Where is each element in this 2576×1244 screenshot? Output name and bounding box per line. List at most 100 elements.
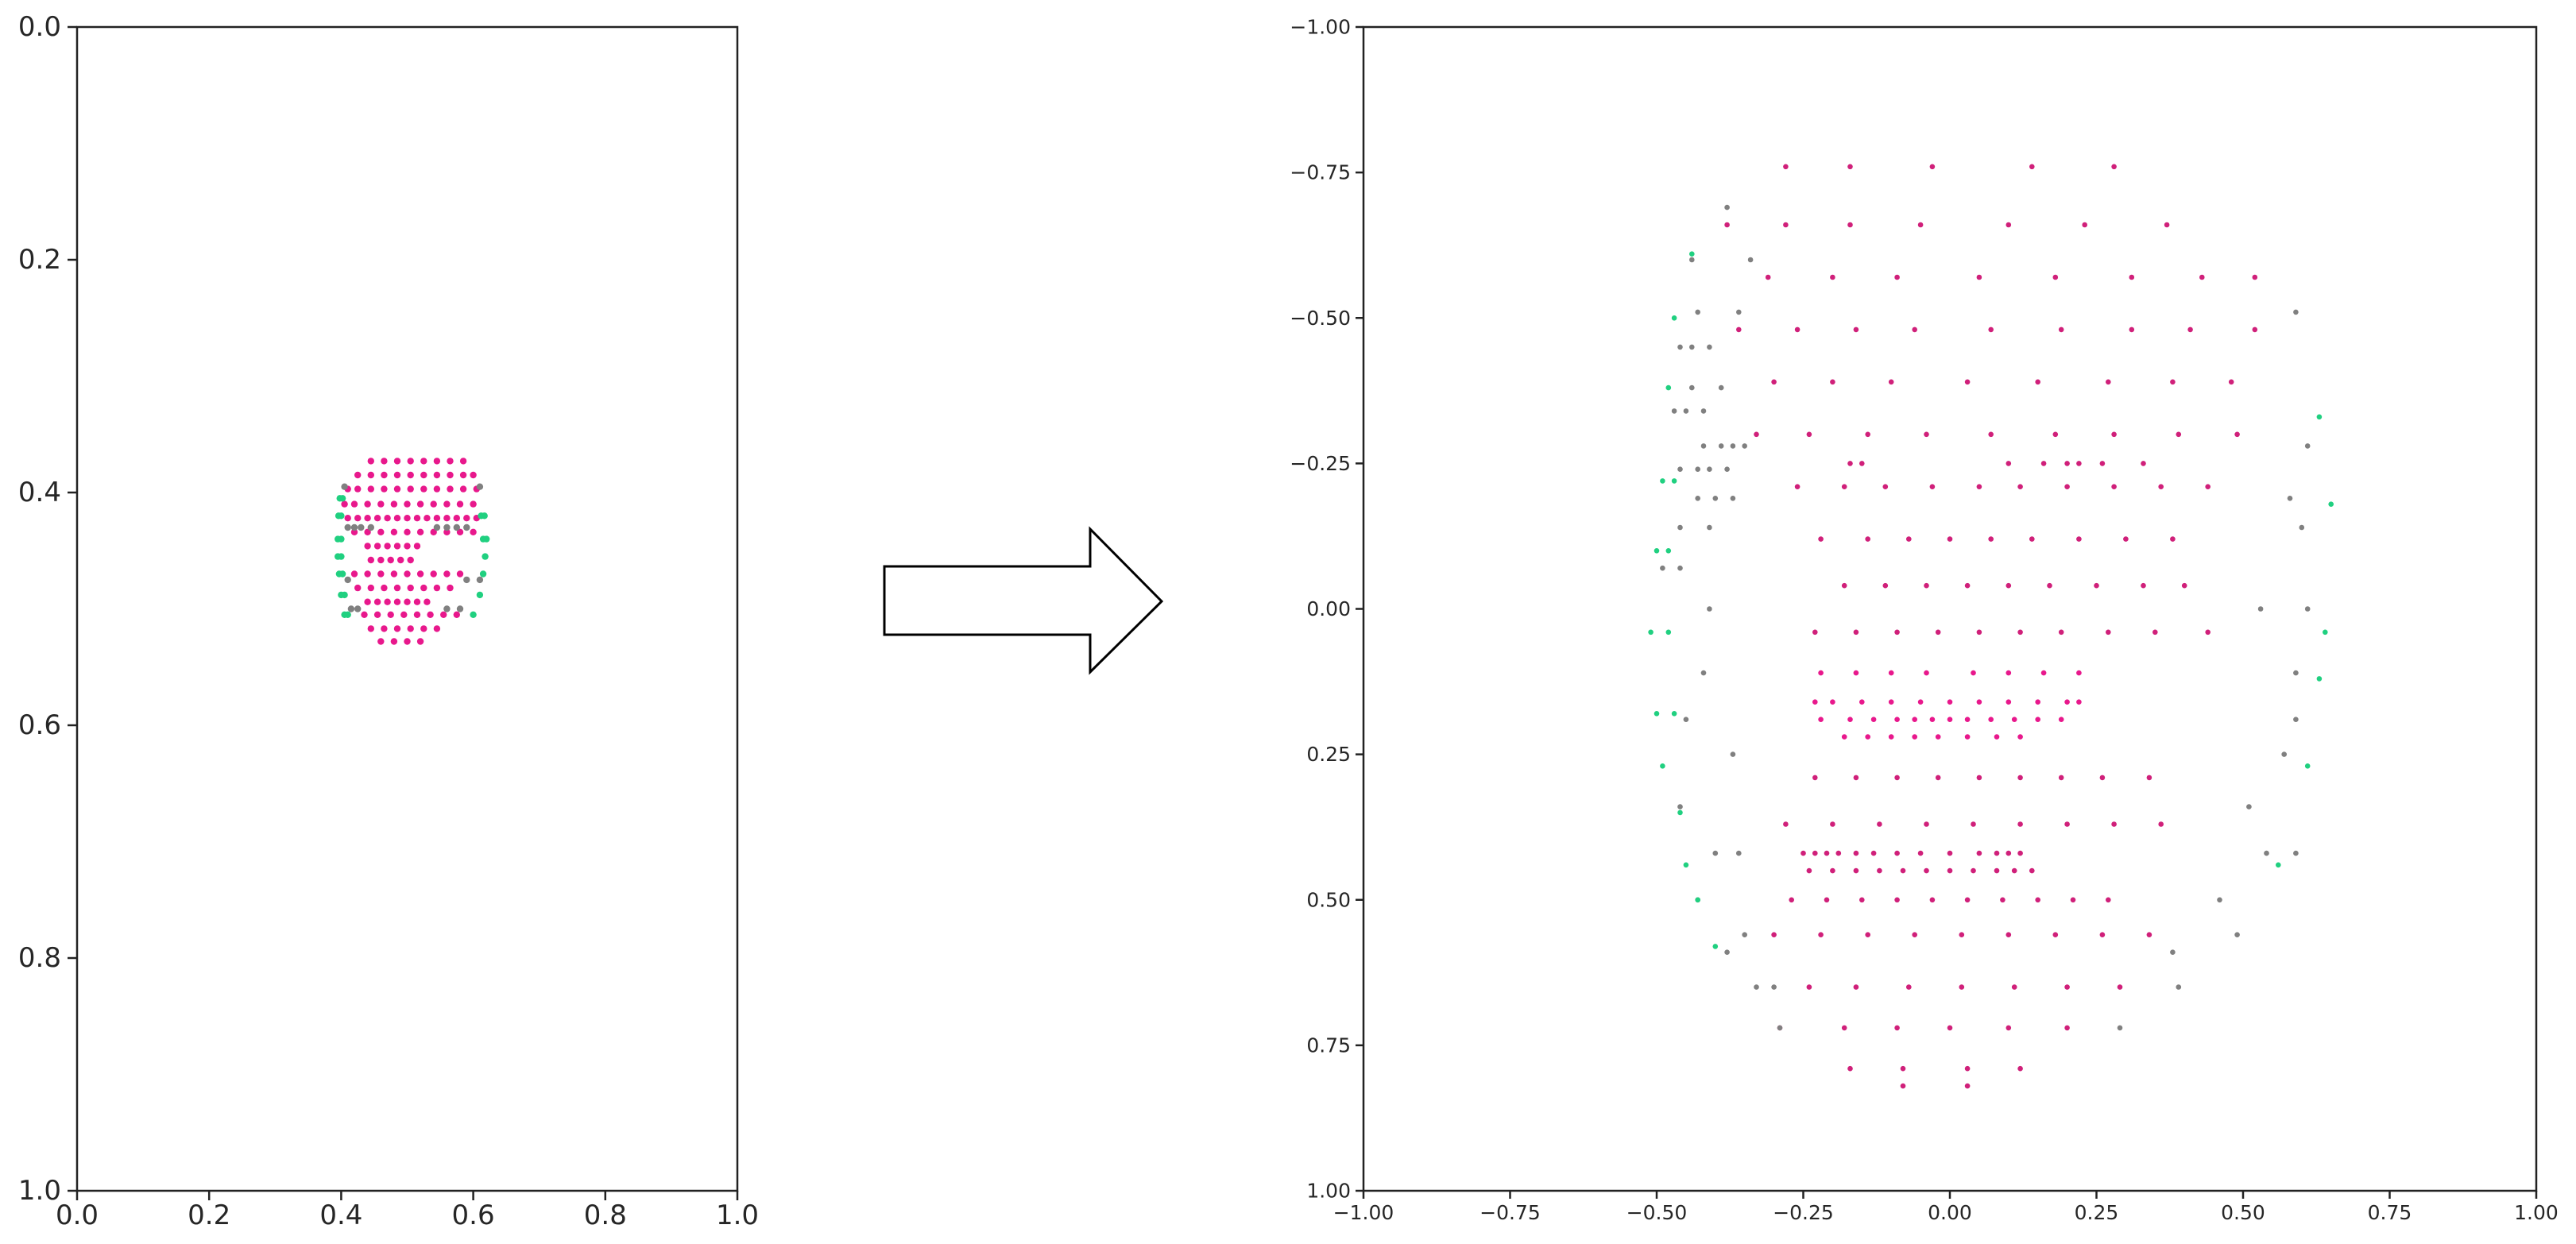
left-point-front <box>377 500 385 508</box>
left-point-front <box>433 584 441 592</box>
left-point-side <box>463 576 470 584</box>
right-point-front <box>2005 1025 2012 1031</box>
left-point-front <box>420 471 427 479</box>
right-point-side <box>2257 606 2264 612</box>
right-point-front <box>2099 932 2106 937</box>
right-point-side <box>2304 443 2311 449</box>
right-point-front <box>1964 1083 1971 1089</box>
left-point-front <box>373 515 381 522</box>
right-point-front <box>2170 536 2176 542</box>
right-y-tick-label: 0.00 <box>1306 597 1351 620</box>
right-point-front <box>2064 984 2070 990</box>
right-point-front <box>1736 326 1742 333</box>
left-point-front <box>393 458 401 465</box>
right-point-front <box>1900 867 1906 874</box>
right-point-mouth <box>2040 670 2047 676</box>
right-point-front <box>2052 932 2059 937</box>
right-point-side <box>2217 897 2222 903</box>
left-point-front <box>407 584 414 592</box>
right-point-mouth <box>2035 717 2040 722</box>
right-y-tick-label: −1.00 <box>1290 16 1351 39</box>
left-point-front <box>393 485 401 493</box>
right-x-tick-label: −0.25 <box>1773 1201 1834 1224</box>
right-scatter-plot: −1.00 −0.75 −0.50 −0.25 0.00 0.25 0.50 0.75 1.00… <box>1290 16 2558 1225</box>
right-point-side <box>1677 804 1683 809</box>
right-point-front <box>1924 821 1929 827</box>
right-point-side <box>1742 443 1747 449</box>
right-point-front <box>2017 1065 2023 1072</box>
right-point-front <box>2017 775 2023 781</box>
right-point-front <box>2106 897 2111 903</box>
left-point-front <box>397 556 404 564</box>
left-point-front <box>456 528 464 535</box>
left-point-front <box>424 515 431 522</box>
right-point-front <box>1959 932 1965 937</box>
right-point-front <box>2099 461 2106 466</box>
right-point-front <box>1818 932 1824 937</box>
right-point-edge <box>2328 501 2334 507</box>
right-data-points <box>1648 164 2334 1089</box>
right-point-mouth <box>1994 734 2000 740</box>
right-point-side <box>1718 443 1724 449</box>
right-point-front <box>1754 431 1759 438</box>
right-point-front <box>1724 222 1730 228</box>
left-point-side <box>367 523 374 531</box>
left-y-tick-label: 0.6 <box>18 709 61 741</box>
right-point-front <box>2017 821 2023 827</box>
right-point-mouth <box>1912 734 1917 740</box>
left-point-front <box>413 543 421 550</box>
right-point-side <box>1730 751 1736 757</box>
right-point-edge <box>2323 629 2328 636</box>
right-point-side <box>1718 384 1724 391</box>
left-point-edge <box>338 512 345 520</box>
left-point-front <box>367 625 374 632</box>
right-point-front <box>1994 867 2000 874</box>
right-point-front <box>2117 984 2123 990</box>
right-point-mouth <box>1870 717 1877 722</box>
right-point-edge <box>1665 629 1672 636</box>
left-point-front <box>381 471 388 479</box>
right-point-edge <box>1660 763 1665 769</box>
left-point-front <box>470 500 477 508</box>
right-point-front <box>1994 850 2000 856</box>
left-point-front <box>377 638 385 645</box>
right-point-mouth <box>1841 734 1847 740</box>
left-point-front <box>367 556 374 564</box>
left-point-front <box>373 611 381 618</box>
right-point-front <box>1794 484 1800 489</box>
right-point-mouth <box>1888 670 1894 676</box>
right-point-edge <box>2316 676 2323 682</box>
right-point-side <box>2246 804 2252 809</box>
left-point-side <box>358 523 365 531</box>
right-point-side <box>1777 1025 1783 1031</box>
left-point-edge <box>338 535 345 543</box>
left-point-side <box>354 605 362 612</box>
right-point-front <box>1929 484 1936 489</box>
left-x-tick-label: 0.6 <box>452 1200 495 1231</box>
right-point-front <box>1847 1065 1853 1072</box>
right-point-front <box>2181 582 2187 589</box>
right-point-front <box>1894 274 1900 280</box>
right-point-side <box>1660 565 1665 571</box>
left-point-front <box>393 598 401 605</box>
right-point-front <box>2129 274 2135 280</box>
right-point-edge <box>1671 315 1677 321</box>
right-point-mouth <box>2017 734 2023 740</box>
right-point-front <box>1853 850 1859 856</box>
right-point-front <box>2111 821 2117 827</box>
right-point-front <box>2005 582 2012 589</box>
right-point-front <box>2029 536 2035 542</box>
left-point-front <box>459 458 467 465</box>
right-point-front <box>2146 775 2152 781</box>
left-point-front <box>367 584 374 592</box>
left-point-front <box>447 485 454 493</box>
left-point-front <box>381 625 388 632</box>
right-point-front <box>1877 821 1882 827</box>
left-point-front <box>404 528 411 535</box>
right-point-front <box>2005 461 2012 466</box>
right-point-edge <box>1671 478 1677 484</box>
right-point-front <box>2064 1025 2070 1031</box>
right-point-front <box>1971 867 1976 874</box>
right-point-front <box>2187 326 2193 333</box>
